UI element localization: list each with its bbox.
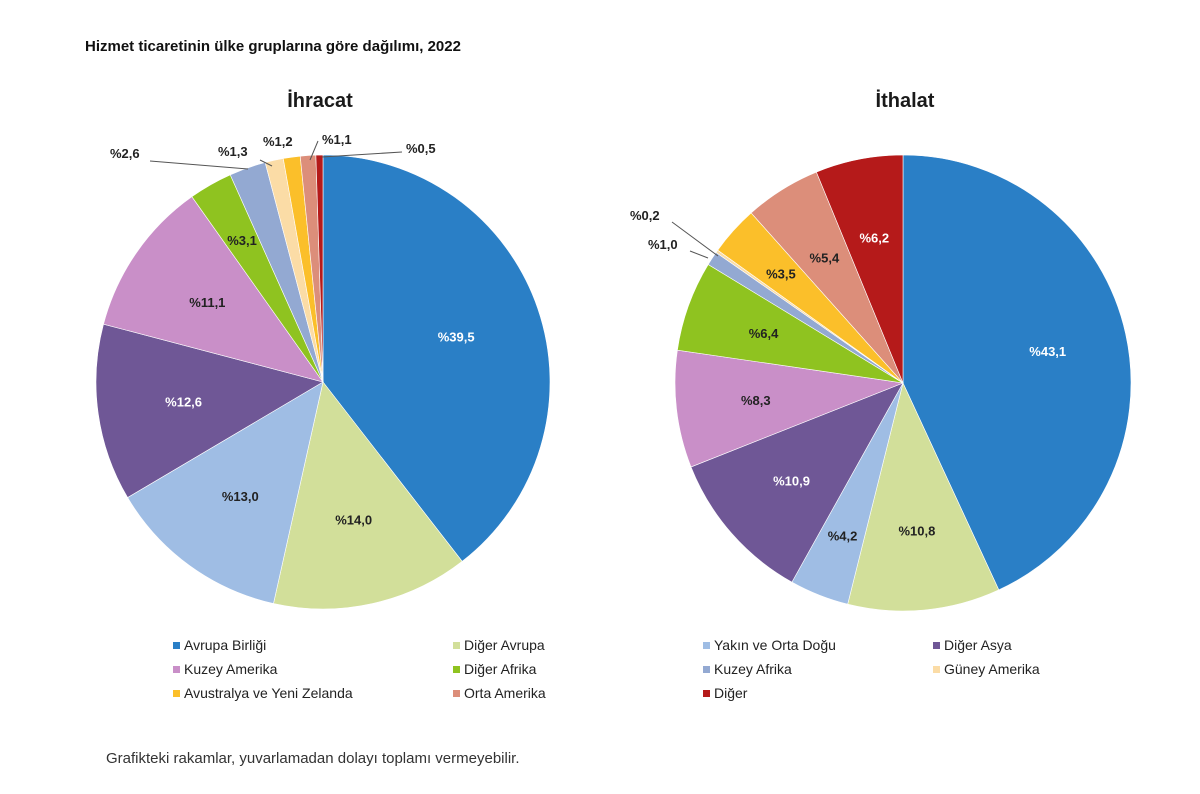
legend-label: Avrupa Birliği [184,637,267,653]
slice-label: %12,6 [165,394,202,409]
pie-ithalat: İthalat %43,1 %10,8 %4,2 %10,9 %8,3 %6,4 %1,0 %0… [630,89,1132,612]
slice-label: %0,5 [406,141,436,156]
pie-slice [322,154,551,562]
slice-label: %3,5 [766,266,796,281]
pie-slice [816,154,904,384]
legend-label: Diğer Avrupa [464,637,545,653]
pie-slice [95,323,324,498]
footnote: Grafikteki rakamlar, yuvarlamadan dolayı… [106,750,520,767]
legend-item: Orta Amerika [453,685,546,701]
legend-item: Diğer Avrupa [453,637,545,653]
slice-label: %3,1 [227,233,257,248]
pie-slice [103,196,324,383]
slice-label: %1,2 [263,134,293,149]
legend-swatch [703,665,710,673]
pie-title: İhracat [287,89,353,112]
slice-label: %11,1 [189,295,225,310]
pie-slice [902,154,1132,591]
legend-label: Orta Amerika [464,685,546,701]
pie-slice [674,349,905,468]
legend-swatch [173,641,180,649]
legend-swatch [453,665,460,673]
slice-label: %1,0 [648,237,678,252]
legend-label: Kuzey Amerika [184,661,278,677]
slice-label: %6,2 [859,231,889,246]
slice-label: %43,1 [1029,344,1066,359]
pie-slice [127,381,324,604]
legend-item: Avrupa Birliği [173,637,266,653]
slice-label: %4,2 [828,529,858,544]
legend-swatch [703,641,710,649]
legend-swatch [703,689,710,697]
slice-label: %1,1 [322,132,352,147]
leader-line [321,151,403,158]
legend-label: Diğer Afrika [464,661,537,677]
slice-label: %39,5 [438,329,475,344]
legend-item: Kuzey Afrika [703,661,792,677]
pie-slice [315,154,324,383]
leader-line [259,159,273,167]
slice-label: %8,3 [741,393,771,408]
slice-label: %13,0 [222,489,259,504]
legend-label: Diğer Asya [944,637,1012,653]
legend-swatch [453,689,460,697]
leader-line [671,221,719,257]
pie-title: İthalat [876,89,935,112]
leader-line [689,250,709,259]
legend-item: Kuzey Amerika [173,661,277,677]
legend-swatch [453,641,460,649]
legend-swatch [933,641,940,649]
chart-title: Hizmet ticaretinin ülke gruplarına göre … [85,38,461,55]
legend-swatch [933,665,940,673]
slice-label: %10,8 [899,524,936,539]
legend-item: Yakın ve Orta Doğu [703,637,836,653]
pie-ihracat: İhracat %39,5 %14,0 %13,0 %12,6 %11,1 %3,1 %2,6… [95,89,551,610]
legend-item: Diğer Afrika [453,661,536,677]
legend-item: Avustralya ve Yeni Zelanda [173,685,353,701]
legend-item: Diğer [703,685,747,701]
legend-swatch [173,665,180,673]
leader-line [309,140,319,161]
slice-label: %0,2 [630,208,660,223]
slice-label: %10,9 [773,474,810,489]
legend-swatch [173,689,180,697]
pie-slice [273,381,463,610]
slice-label: %1,3 [218,144,248,159]
legend-label: Yakın ve Orta Doğu [714,637,836,653]
slice-label: %14,0 [335,512,372,527]
legend-label: Güney Amerika [944,661,1040,677]
leader-line [149,160,249,170]
pie-slice [847,382,1000,612]
legend-item: Güney Amerika [933,661,1040,677]
slice-label: %2,6 [110,146,140,161]
pie-slice [690,382,904,583]
legend-item: Diğer Asya [933,637,1012,653]
legend-label: Diğer [714,685,748,701]
slice-label: %6,4 [749,326,779,341]
legend-label: Avustralya ve Yeni Zelanda [184,685,353,701]
legend-label: Kuzey Afrika [714,661,792,677]
slice-label: %5,4 [810,250,840,265]
